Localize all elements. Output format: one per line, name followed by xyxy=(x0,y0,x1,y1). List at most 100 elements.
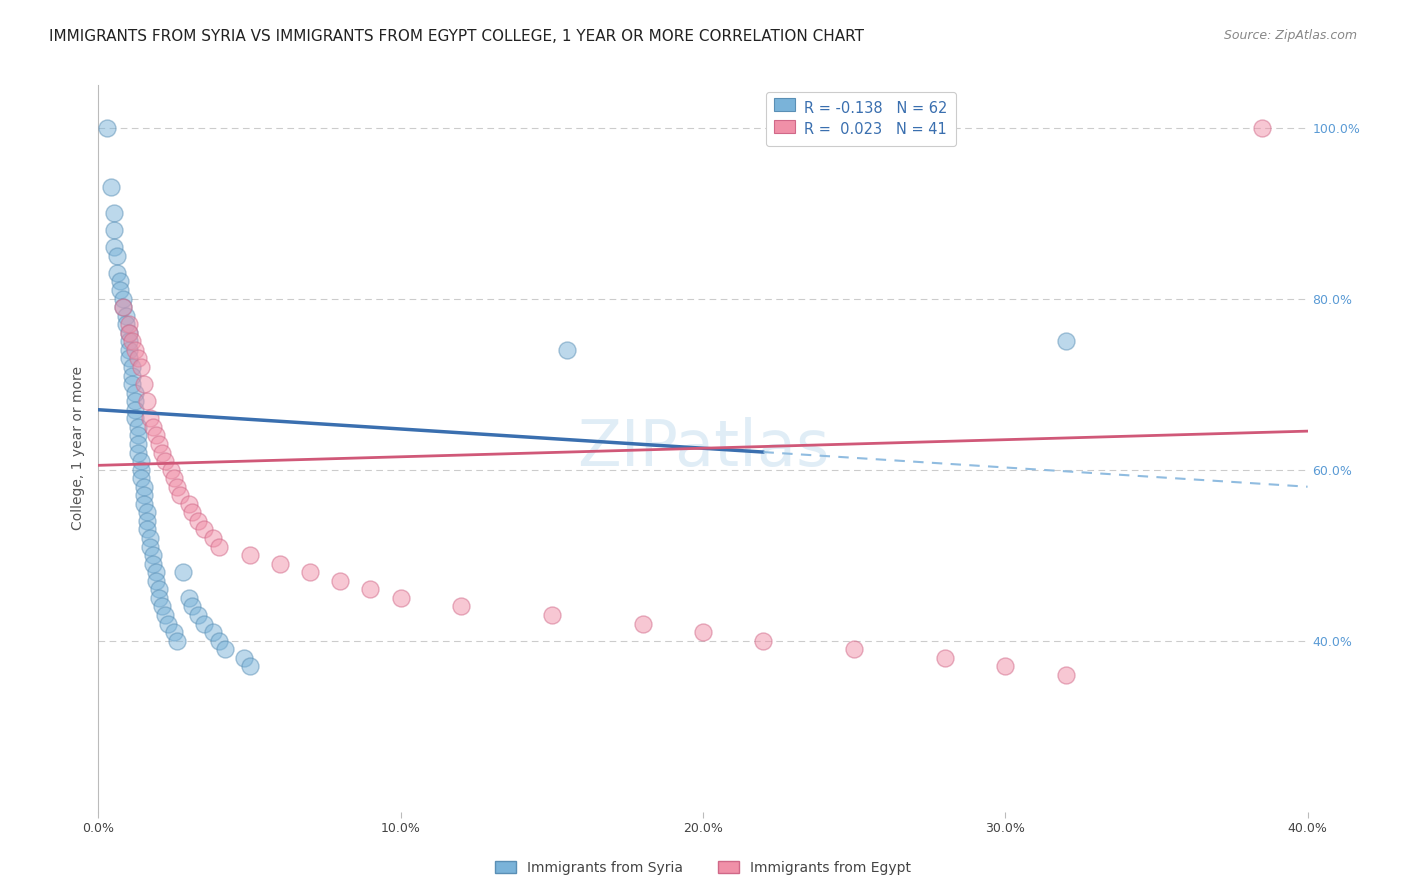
Point xyxy=(118,334,141,349)
Point xyxy=(124,402,146,417)
Point xyxy=(135,523,157,537)
Text: IMMIGRANTS FROM SYRIA VS IMMIGRANTS FROM EGYPT COLLEGE, 1 YEAR OR MORE CORRELATI: IMMIGRANTS FROM SYRIA VS IMMIGRANTS FROM… xyxy=(49,29,865,45)
Point xyxy=(148,437,170,451)
Point xyxy=(153,454,176,468)
Point xyxy=(329,574,352,588)
Point xyxy=(100,180,122,194)
Point xyxy=(239,548,262,562)
Point xyxy=(153,607,176,622)
Point xyxy=(108,283,131,297)
Point xyxy=(108,275,131,289)
Point xyxy=(118,351,141,366)
Point xyxy=(124,411,146,425)
Point xyxy=(269,557,291,571)
Point xyxy=(111,292,134,306)
Point xyxy=(105,266,128,280)
Point xyxy=(1054,334,1077,349)
Point xyxy=(118,326,141,340)
Point xyxy=(181,505,204,519)
Point xyxy=(181,599,204,614)
Point xyxy=(121,368,143,383)
Point xyxy=(135,505,157,519)
Point xyxy=(540,607,562,622)
Point xyxy=(114,309,136,323)
Point xyxy=(1054,668,1077,682)
Point xyxy=(156,616,179,631)
Point xyxy=(631,616,654,631)
Point xyxy=(121,359,143,374)
Point xyxy=(163,471,186,485)
Point xyxy=(169,488,191,502)
Point xyxy=(163,625,186,640)
Point xyxy=(145,566,167,580)
Point xyxy=(555,343,578,357)
Point xyxy=(187,514,209,528)
Point xyxy=(179,497,201,511)
Point xyxy=(139,411,162,425)
Point xyxy=(114,317,136,331)
Point xyxy=(103,223,125,237)
Y-axis label: College, 1 year or more: College, 1 year or more xyxy=(72,367,86,530)
Point xyxy=(239,659,262,673)
Text: Source: ZipAtlas.com: Source: ZipAtlas.com xyxy=(1223,29,1357,43)
Point xyxy=(127,428,149,442)
Point xyxy=(1251,120,1274,135)
Point xyxy=(127,437,149,451)
Point xyxy=(172,566,194,580)
Point xyxy=(232,650,254,665)
Point xyxy=(994,659,1017,673)
Point xyxy=(202,625,225,640)
Point xyxy=(166,480,188,494)
Point xyxy=(193,523,215,537)
Point xyxy=(360,582,382,597)
Point xyxy=(160,462,183,476)
Point xyxy=(193,616,215,631)
Point xyxy=(150,599,173,614)
Point xyxy=(139,540,162,554)
Point xyxy=(166,633,188,648)
Point xyxy=(389,591,412,605)
Point xyxy=(450,599,472,614)
Point xyxy=(132,377,155,392)
Point xyxy=(121,377,143,392)
Point xyxy=(103,206,125,220)
Point xyxy=(299,566,322,580)
Point xyxy=(129,462,152,476)
Point xyxy=(844,642,866,657)
Point xyxy=(142,548,165,562)
Point xyxy=(187,607,209,622)
Point xyxy=(208,540,231,554)
Point xyxy=(127,420,149,434)
Legend: Immigrants from Syria, Immigrants from Egypt: Immigrants from Syria, Immigrants from E… xyxy=(489,855,917,880)
Point xyxy=(135,394,157,409)
Point xyxy=(148,582,170,597)
Point xyxy=(145,428,167,442)
Point xyxy=(179,591,201,605)
Point xyxy=(202,531,225,545)
Point xyxy=(129,471,152,485)
Point xyxy=(145,574,167,588)
Legend: R = -0.138   N = 62, R =  0.023   N = 41: R = -0.138 N = 62, R = 0.023 N = 41 xyxy=(766,92,956,146)
Point xyxy=(692,625,714,640)
Point xyxy=(118,326,141,340)
Point xyxy=(124,394,146,409)
Text: ZIPatlas: ZIPatlas xyxy=(576,417,830,479)
Point xyxy=(127,445,149,459)
Point xyxy=(142,557,165,571)
Point xyxy=(752,633,775,648)
Point xyxy=(208,633,231,648)
Point xyxy=(121,334,143,349)
Point xyxy=(214,642,236,657)
Point xyxy=(139,531,162,545)
Point xyxy=(111,300,134,314)
Point xyxy=(132,497,155,511)
Point xyxy=(111,300,134,314)
Point xyxy=(103,240,125,254)
Point xyxy=(129,359,152,374)
Point xyxy=(127,351,149,366)
Point xyxy=(142,420,165,434)
Point xyxy=(105,249,128,263)
Point xyxy=(132,488,155,502)
Point xyxy=(124,343,146,357)
Point xyxy=(96,120,118,135)
